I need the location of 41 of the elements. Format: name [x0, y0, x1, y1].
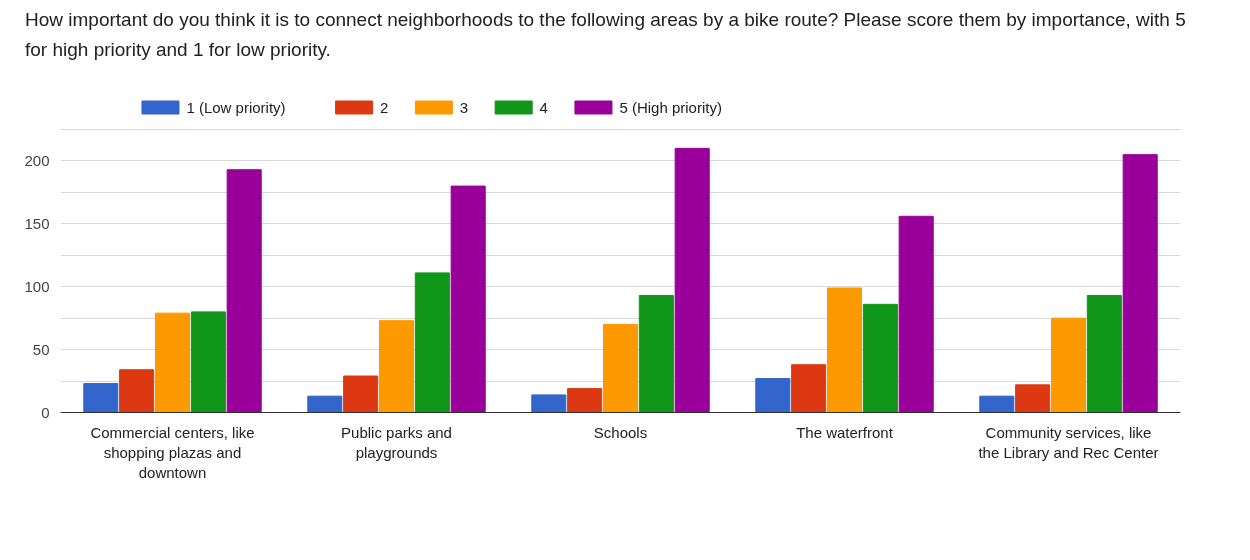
bar	[119, 369, 155, 413]
bar	[638, 295, 674, 413]
bar	[674, 147, 710, 413]
bar	[898, 215, 934, 413]
bar	[826, 287, 863, 413]
bar	[1122, 154, 1158, 413]
bar	[1086, 295, 1122, 413]
x-tick-label: Schools	[593, 423, 648, 441]
chart-title: How important do you think it is to connect neighborhoods to the following areas by a bike route? Please score them by importance, with 5 for high priority and 1 for low priority.	[25, 8, 1187, 63]
bar	[1050, 317, 1087, 413]
legend-label: 4	[539, 98, 548, 116]
y-tick-label: 50	[32, 340, 50, 358]
y-tick-label: 150	[24, 214, 50, 232]
y-tick-label: 200	[24, 151, 50, 169]
bar	[862, 303, 898, 413]
legend-label: 3	[459, 98, 469, 116]
bar	[1015, 384, 1051, 413]
x-tick-label: Public parks and playgrounds	[341, 423, 452, 461]
bar	[226, 169, 262, 413]
bar	[567, 388, 603, 413]
y-tick-label: 0	[41, 403, 50, 421]
legend-label: 2	[380, 98, 389, 116]
x-tick-label: Community services, like the Library and Rec Center	[978, 423, 1159, 461]
bar	[531, 394, 567, 413]
bar	[414, 272, 450, 413]
x-tick-label: Commercial centers, like shopping plazas and downtown	[90, 423, 255, 482]
bar	[190, 311, 226, 413]
bar	[791, 364, 827, 413]
bar	[450, 185, 486, 413]
bar	[343, 375, 379, 413]
legend-label: 1 (Low priority)	[186, 99, 286, 116]
bar	[83, 383, 119, 413]
y-tick-label: 100	[24, 277, 50, 295]
legend-label: 5 (High priority)	[619, 99, 722, 116]
bar	[378, 320, 415, 413]
bar	[307, 395, 343, 413]
bar	[602, 323, 639, 413]
bar	[979, 395, 1015, 413]
bar	[755, 378, 791, 413]
bar	[154, 312, 191, 413]
x-tick-label: The waterfront	[796, 423, 894, 441]
